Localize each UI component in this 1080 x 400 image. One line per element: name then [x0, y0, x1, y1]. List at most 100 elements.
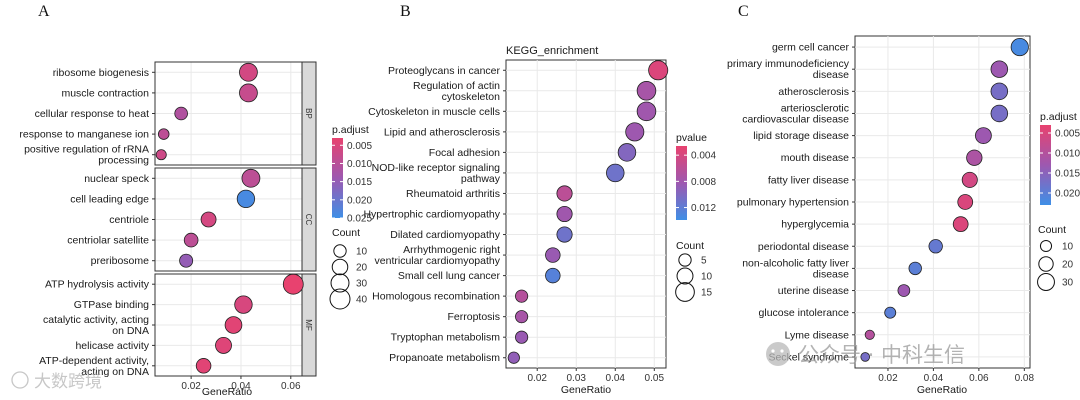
color-legend-label: 0.005 [1055, 129, 1080, 140]
size-legend-label: 30 [1062, 278, 1074, 289]
data-point [966, 149, 983, 166]
y-tick-label: Lipid and atherosclerosis [384, 126, 500, 138]
watermark-left-text: 大数跨境 [34, 372, 102, 392]
data-point [224, 316, 243, 334]
data-point [215, 336, 232, 354]
y-tick-label: ribosome biogenesis [53, 67, 149, 79]
x-axis-label: GeneRatio [202, 386, 252, 398]
y-tick-label: periodontal disease [758, 241, 849, 253]
size-legend-label: 10 [356, 247, 368, 258]
y-tick-label: muscle contraction [61, 87, 149, 99]
color-legend-label: 0.020 [347, 195, 372, 206]
y-tick-label: ventricular cardiomyopathy [375, 255, 501, 267]
data-point [975, 127, 992, 144]
data-point [239, 83, 258, 103]
data-point [625, 122, 645, 142]
y-tick-label: Propanoate metabolism [389, 352, 500, 364]
data-point [1010, 37, 1029, 57]
y-tick-label: non-alcoholic fatty liver [742, 257, 849, 269]
data-point [952, 216, 969, 232]
size-legend-dot [1038, 256, 1054, 272]
y-tick-label: ATP-dependent activity, [39, 355, 149, 367]
data-point [174, 106, 188, 121]
size-legend-dot [678, 253, 692, 267]
y-tick-label: cell leading edge [70, 193, 149, 205]
size-legend-dot [675, 282, 695, 302]
y-tick-label: pathway [461, 173, 501, 185]
y-tick-label: disease [813, 69, 849, 81]
color-legend-label: 0.005 [347, 141, 372, 152]
data-point [195, 358, 212, 374]
y-tick-label: primary immunodeficiency [727, 58, 850, 70]
size-legend-title: Count [1038, 224, 1066, 236]
y-tick-label: Rheumatoid arthritis [406, 188, 500, 200]
plot-area: germ cell cancer primary immunodeficiency… [727, 36, 1030, 368]
size-legend-dot [676, 267, 694, 285]
watermark-left: 大数跨境 [11, 371, 102, 392]
data-point [864, 329, 875, 340]
data-point [957, 194, 974, 210]
color-legend-label: 0.012 [691, 203, 716, 214]
x-tick-label: 0.04 [924, 373, 944, 384]
plot-area: Proteoglycans in cancer Regulation of act… [363, 60, 669, 368]
y-tick-label: response to manganese ion [19, 129, 149, 141]
color-legend-title: p.adjust [332, 124, 369, 136]
color-legend-label: 0.010 [1055, 149, 1080, 160]
y-tick-label: ATP hydrolysis activity [45, 279, 150, 291]
y-tick-label: germ cell cancer [772, 42, 850, 54]
color-legend-label: 0.015 [1055, 169, 1080, 180]
size-legend-label: 20 [1062, 260, 1074, 271]
y-tick-label: Ferroptosis [447, 311, 500, 323]
y-tick-label: helicase activity [75, 340, 149, 352]
y-tick-label: positive regulation of rRNA [24, 144, 149, 156]
x-tick-label: 0.04 [231, 381, 251, 392]
size-legend-dot [330, 273, 350, 293]
color-legend-title: pvalue [676, 132, 707, 144]
y-tick-label: Proteoglycans in cancer [388, 65, 501, 77]
data-point [556, 226, 573, 243]
legend: p.adjust 0.005 0.010 0.015 0.020 Count 10 20… [1037, 111, 1080, 291]
data-point [507, 351, 520, 364]
y-tick-label: mouth disease [781, 152, 849, 164]
x-tick-label: 0.04 [606, 373, 626, 384]
watermark-right: 公众号 · 中科生信 [766, 342, 965, 367]
data-point [636, 101, 657, 122]
y-tick-label: GTPase binding [74, 299, 149, 311]
data-point [884, 306, 897, 319]
y-tick-label: uterine disease [778, 285, 849, 297]
facet-bp: BP ribosome biogenesis muscle contraction c… [19, 61, 317, 167]
facet-strip [301, 61, 317, 166]
size-legend-dot [329, 288, 351, 310]
wechat-icon [766, 342, 790, 366]
data-point [179, 253, 194, 268]
x-tick-label: 0.06 [281, 381, 301, 392]
x-axis-label: GeneRatio [561, 384, 611, 396]
data-point [961, 171, 978, 188]
data-point [515, 289, 529, 303]
panel-a-go-dotplot: BP ribosome biogenesis muscle contraction c… [19, 61, 372, 398]
x-tick-label: 0.02 [181, 381, 201, 392]
color-legend-label: 0.010 [347, 159, 372, 170]
size-legend-dot [1037, 273, 1055, 291]
y-tick-label: centriolar satellite [67, 235, 149, 247]
data-point [183, 232, 199, 248]
facet-strip-label: CC [304, 214, 313, 226]
y-tick-label: fatty liver disease [768, 174, 849, 186]
data-point [282, 273, 304, 295]
y-tick-label: Small cell lung cancer [398, 270, 501, 282]
data-point [617, 143, 637, 162]
data-point [200, 211, 217, 228]
y-tick-label: glucose intolerance [759, 307, 850, 319]
color-legend-label: 0.015 [347, 177, 372, 188]
y-tick-label: Lyme disease [785, 329, 850, 341]
data-point [239, 62, 258, 82]
data-point [860, 352, 871, 362]
y-tick-label: cellular response to heat [35, 108, 149, 120]
panel-letter-c: C [738, 3, 749, 20]
y-tick-label: hyperglycemia [781, 219, 849, 231]
y-tick-label: atherosclerosis [778, 86, 849, 98]
watermark-logo-icon [11, 371, 29, 389]
size-legend-dot [1039, 239, 1053, 253]
size-legend-label: 10 [1062, 242, 1074, 253]
